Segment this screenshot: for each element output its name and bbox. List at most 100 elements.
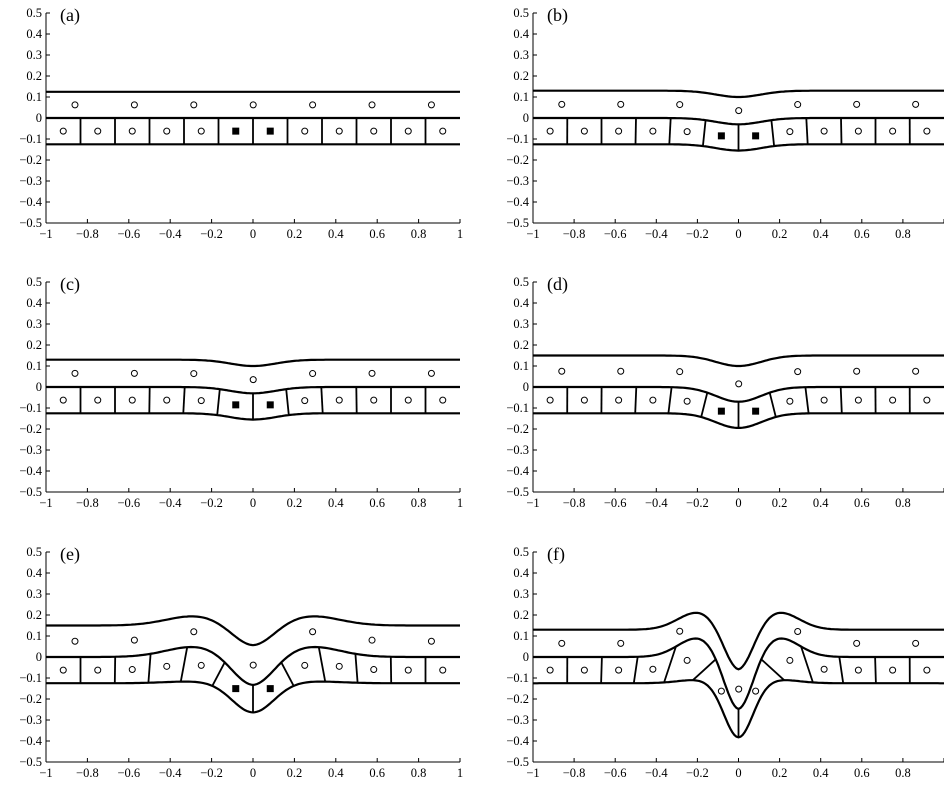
cell-boundary bbox=[760, 658, 785, 681]
marker-circle bbox=[368, 636, 376, 644]
marker-circle bbox=[735, 107, 743, 115]
x-tick-label: 1 bbox=[457, 766, 463, 780]
x-tick-label: −0.4 bbox=[159, 496, 182, 510]
marker-circle bbox=[368, 101, 376, 109]
marker-circle bbox=[717, 687, 725, 695]
marker-circle bbox=[404, 396, 412, 404]
x-tick-label: −0.8 bbox=[76, 227, 99, 241]
marker-circle bbox=[735, 380, 743, 388]
marker-circle bbox=[163, 396, 171, 404]
panel-label: (d) bbox=[547, 274, 568, 295]
marker-circle bbox=[558, 367, 566, 375]
panel-b: 0.5 0.4 0.3 0.2 0.1 0 −0.1 −0.2 −0.3 −0.4 −0.5−1 −0… bbox=[506, 5, 944, 241]
x-tick-label: −1 bbox=[526, 766, 539, 780]
cell-boundary bbox=[663, 646, 677, 683]
x-tick-label: 1 bbox=[457, 227, 463, 241]
x-tick-label: −1 bbox=[39, 496, 52, 510]
marker-circle bbox=[301, 127, 309, 135]
y-tick-label: −0.4 bbox=[506, 734, 529, 748]
marker-circle bbox=[683, 397, 691, 405]
marker-circle bbox=[615, 666, 623, 674]
marker-circle bbox=[580, 666, 588, 674]
y-tick-label: −0.5 bbox=[506, 485, 529, 499]
y-tick-label: 0.3 bbox=[26, 587, 42, 601]
y-tick-label: −0.2 bbox=[506, 422, 529, 436]
marker-circle bbox=[794, 368, 802, 376]
y-tick-label: 0 bbox=[523, 380, 529, 394]
y-tick-label: 0.2 bbox=[513, 69, 529, 83]
y-tick-label: 0 bbox=[36, 380, 42, 394]
cell-boundary bbox=[285, 389, 290, 416]
y-tick-label: 0.3 bbox=[513, 317, 529, 331]
x-tick-label: 0.4 bbox=[813, 766, 829, 780]
marker-circle bbox=[71, 101, 79, 109]
x-tick-label: −0.6 bbox=[604, 227, 627, 241]
marker-circle bbox=[615, 396, 623, 404]
marker-circle bbox=[301, 661, 309, 669]
cell-boundary bbox=[216, 389, 221, 416]
x-tick-label: 0 bbox=[735, 496, 741, 510]
y-tick-label: 0.3 bbox=[513, 587, 529, 601]
y-tick-label: −0.1 bbox=[19, 671, 42, 685]
x-tick-label: −1 bbox=[39, 227, 52, 241]
marker-circle bbox=[676, 101, 684, 109]
y-tick-label: −0.3 bbox=[19, 713, 42, 727]
y-tick-label: 0.5 bbox=[513, 6, 529, 20]
marker-circle bbox=[439, 666, 447, 674]
marker-circle bbox=[558, 100, 566, 108]
cell-boundary bbox=[800, 646, 814, 683]
y-tick-label: −0.2 bbox=[506, 692, 529, 706]
marker-circle bbox=[439, 396, 447, 404]
marker-circle bbox=[820, 665, 828, 673]
marker-circle bbox=[617, 100, 625, 108]
apical-surface-line bbox=[533, 385, 944, 403]
marker-circle bbox=[854, 666, 862, 674]
marker-circle bbox=[853, 639, 861, 647]
marker-circle bbox=[923, 666, 931, 674]
panel-f: 0.5 0.4 0.3 0.2 0.1 0 −0.1 −0.2 −0.3 −0.4 −0.5−1 −0… bbox=[506, 544, 944, 780]
marker-circle bbox=[59, 396, 67, 404]
marker-square bbox=[752, 132, 760, 140]
marker-circle bbox=[197, 397, 205, 405]
x-tick-label: 0.8 bbox=[411, 766, 427, 780]
cell-boundary bbox=[354, 653, 359, 683]
y-tick-label: −0.4 bbox=[506, 195, 529, 209]
marker-circle bbox=[427, 369, 435, 377]
marker-circle bbox=[676, 627, 684, 635]
marker-circle bbox=[580, 396, 588, 404]
marker-circle bbox=[820, 127, 828, 135]
outer-membrane-line bbox=[533, 89, 944, 99]
x-tick-label: 0.6 bbox=[854, 496, 870, 510]
marker-circle bbox=[854, 396, 862, 404]
marker-square bbox=[717, 132, 725, 140]
y-tick-label: −0.5 bbox=[506, 755, 529, 769]
x-tick-label: 0 bbox=[250, 766, 256, 780]
y-tick-label: 0.3 bbox=[26, 48, 42, 62]
x-tick-label: −0.2 bbox=[686, 227, 709, 241]
x-tick-label: 0.6 bbox=[369, 766, 385, 780]
cell-boundary bbox=[874, 656, 877, 684]
marker-circle bbox=[71, 369, 79, 377]
x-tick-label: 0.6 bbox=[369, 496, 385, 510]
marker-circle bbox=[786, 128, 794, 136]
panel-label: (c) bbox=[60, 274, 80, 295]
cell-boundary bbox=[634, 117, 637, 145]
marker-circle bbox=[370, 666, 378, 674]
x-tick-label: 0.8 bbox=[411, 227, 427, 241]
cell-boundary bbox=[600, 656, 603, 684]
x-tick-label: −0.8 bbox=[76, 496, 99, 510]
x-tick-label: −0.2 bbox=[200, 496, 223, 510]
marker-circle bbox=[404, 666, 412, 674]
y-tick-label: 0.2 bbox=[26, 608, 42, 622]
marker-circle bbox=[94, 396, 102, 404]
y-tick-label: 0.2 bbox=[513, 338, 529, 352]
x-tick-label: −0.6 bbox=[117, 766, 140, 780]
x-tick-label: −0.4 bbox=[645, 227, 668, 241]
y-tick-label: 0 bbox=[36, 111, 42, 125]
x-tick-label: 0.2 bbox=[287, 227, 303, 241]
cell-boundary bbox=[768, 392, 777, 418]
marker-circle bbox=[309, 370, 317, 378]
marker-circle bbox=[580, 127, 588, 135]
y-tick-label: −0.2 bbox=[19, 692, 42, 706]
marker-circle bbox=[912, 100, 920, 108]
